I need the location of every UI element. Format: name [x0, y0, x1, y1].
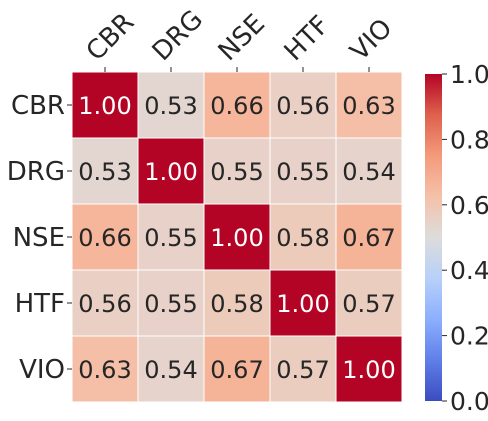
cell-value-label: 0.66 — [78, 224, 131, 252]
cell-value-label: 1.00 — [144, 158, 197, 186]
cell-value-label: 0.66 — [210, 92, 263, 120]
y-axis: CBR DRG NSE HTF VIO — [7, 91, 72, 385]
heatmap-cell-nse-htf — [269, 203, 337, 271]
x-tick-label-htf: HTF — [279, 10, 336, 67]
heatmap-cells — [71, 71, 403, 403]
x-tick-label-vio: VIO — [345, 13, 399, 67]
cell-value-label: 0.58 — [276, 224, 329, 252]
y-tick-label-vio: VIO — [19, 355, 65, 385]
cell-value-label: 1.00 — [210, 224, 263, 252]
heatmap-cell-drg-nse — [203, 137, 271, 205]
cell-value-label: 0.53 — [78, 158, 131, 186]
cell-value-label: 1.00 — [342, 356, 395, 384]
cell-value-label: 0.57 — [276, 356, 329, 384]
cell-value-label: 0.54 — [144, 356, 197, 384]
cell-value-label: 0.53 — [144, 92, 197, 120]
heatmap-cell-nse-drg — [137, 203, 205, 271]
cell-value-label: 0.63 — [78, 356, 131, 384]
colorbar-tick-label: 0.8 — [450, 125, 488, 154]
colorbar-tick-label: 0.6 — [450, 191, 488, 220]
heatmap-cell-htf-vio — [335, 269, 403, 337]
heatmap-cell-vio-vio — [335, 335, 403, 403]
cell-value-label: 0.55 — [210, 158, 263, 186]
cell-value-label: 0.55 — [144, 224, 197, 252]
cell-value-label: 0.56 — [78, 290, 131, 318]
heatmap-cell-cbr-htf — [269, 71, 337, 139]
heatmap-cell-nse-vio — [335, 203, 403, 271]
x-axis: CBR DRG NSE HTF VIO — [81, 5, 399, 72]
x-tick-label-nse: NSE — [213, 9, 271, 67]
cell-value-label: 0.67 — [210, 356, 263, 384]
cell-value-label: 1.00 — [78, 92, 131, 120]
colorbar-gradient — [425, 74, 442, 401]
colorbar-tick-label: 1.0 — [450, 60, 488, 89]
colorbar-tick-label: 0.2 — [450, 322, 488, 351]
heatmap-cell-vio-drg — [137, 335, 205, 403]
colorbar: 0.0 0.2 0.4 0.6 0.8 1.0 — [425, 60, 488, 416]
cell-value-label: 0.55 — [144, 290, 197, 318]
cell-value-label: 0.58 — [210, 290, 263, 318]
y-tick-label-cbr: CBR — [11, 91, 65, 121]
cell-value-label: 0.54 — [342, 158, 395, 186]
cell-value-label: 0.55 — [276, 158, 329, 186]
heatmap-cell-htf-nse — [203, 269, 271, 337]
x-tick-label-drg: DRG — [147, 5, 209, 67]
colorbar-tick-label: 0.4 — [450, 256, 488, 285]
cell-value-label: 0.57 — [342, 290, 395, 318]
heatmap-cell-cbr-drg — [137, 71, 205, 139]
heatmap-cell-drg-vio — [335, 137, 403, 205]
y-tick-label-nse: NSE — [13, 223, 65, 253]
heatmap-cell-vio-nse — [203, 335, 271, 403]
heatmap-cell-labels: 1.00 0.53 0.66 0.56 0.63 0.53 1.00 0.55 0.55 0.54… — [78, 92, 395, 384]
heatmap-cell-vio-cbr — [71, 335, 139, 403]
colorbar-tick-label: 0.0 — [450, 387, 488, 416]
cell-value-label: 0.56 — [276, 92, 329, 120]
heatmap-cell-cbr-cbr — [71, 71, 139, 139]
x-tick-label-cbr: CBR — [81, 8, 140, 67]
y-tick-label-htf: HTF — [15, 289, 65, 319]
cell-value-label: 0.67 — [342, 224, 395, 252]
cell-value-label: 0.63 — [342, 92, 395, 120]
cell-value-label: 1.00 — [276, 290, 329, 318]
heatmap-cell-htf-htf — [269, 269, 337, 337]
y-tick-label-drg: DRG — [7, 157, 65, 187]
heatmap-cell-htf-drg — [137, 269, 205, 337]
